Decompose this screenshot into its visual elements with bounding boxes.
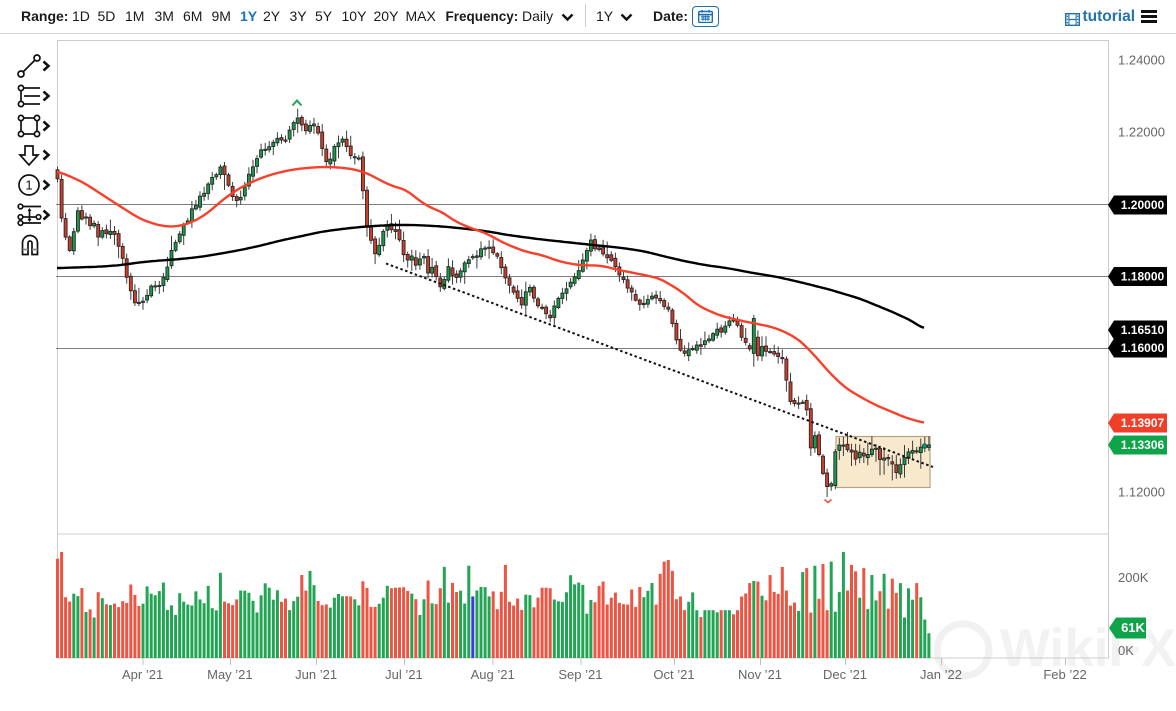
svg-text:Aug ’21: Aug ’21 bbox=[471, 667, 515, 682]
svg-text:1.13907: 1.13907 bbox=[1121, 416, 1165, 430]
svg-text:1.13306: 1.13306 bbox=[1121, 438, 1165, 452]
svg-text:1.16510: 1.16510 bbox=[1121, 323, 1165, 337]
svg-text:WikiFX: WikiFX bbox=[1000, 619, 1176, 678]
svg-text:Oct ’21: Oct ’21 bbox=[653, 667, 694, 682]
svg-text:1: 1 bbox=[25, 178, 32, 193]
svg-text:Jun ’21: Jun ’21 bbox=[295, 667, 337, 682]
svg-text:0K: 0K bbox=[1118, 643, 1134, 658]
svg-text:Jul ’21: Jul ’21 bbox=[385, 667, 423, 682]
svg-text:Apr ’21: Apr ’21 bbox=[122, 667, 163, 682]
svg-text:1.22000: 1.22000 bbox=[1118, 125, 1165, 140]
svg-text:Feb ’22: Feb ’22 bbox=[1043, 667, 1086, 682]
svg-text:1.20000: 1.20000 bbox=[1121, 198, 1165, 212]
svg-text:Dec ’21: Dec ’21 bbox=[823, 667, 867, 682]
svg-text:1.12000: 1.12000 bbox=[1118, 485, 1165, 500]
svg-text:Nov ’21: Nov ’21 bbox=[738, 667, 782, 682]
svg-text:Sep ’21: Sep ’21 bbox=[558, 667, 602, 682]
svg-text:1.18000: 1.18000 bbox=[1121, 270, 1165, 284]
svg-text:May ’21: May ’21 bbox=[207, 667, 253, 682]
svg-text:200K: 200K bbox=[1118, 570, 1149, 585]
svg-text:Jan ’22: Jan ’22 bbox=[920, 667, 962, 682]
svg-text:1.24000: 1.24000 bbox=[1118, 53, 1165, 68]
svg-text:1.16000: 1.16000 bbox=[1121, 341, 1165, 355]
svg-text:61K: 61K bbox=[1121, 620, 1145, 635]
